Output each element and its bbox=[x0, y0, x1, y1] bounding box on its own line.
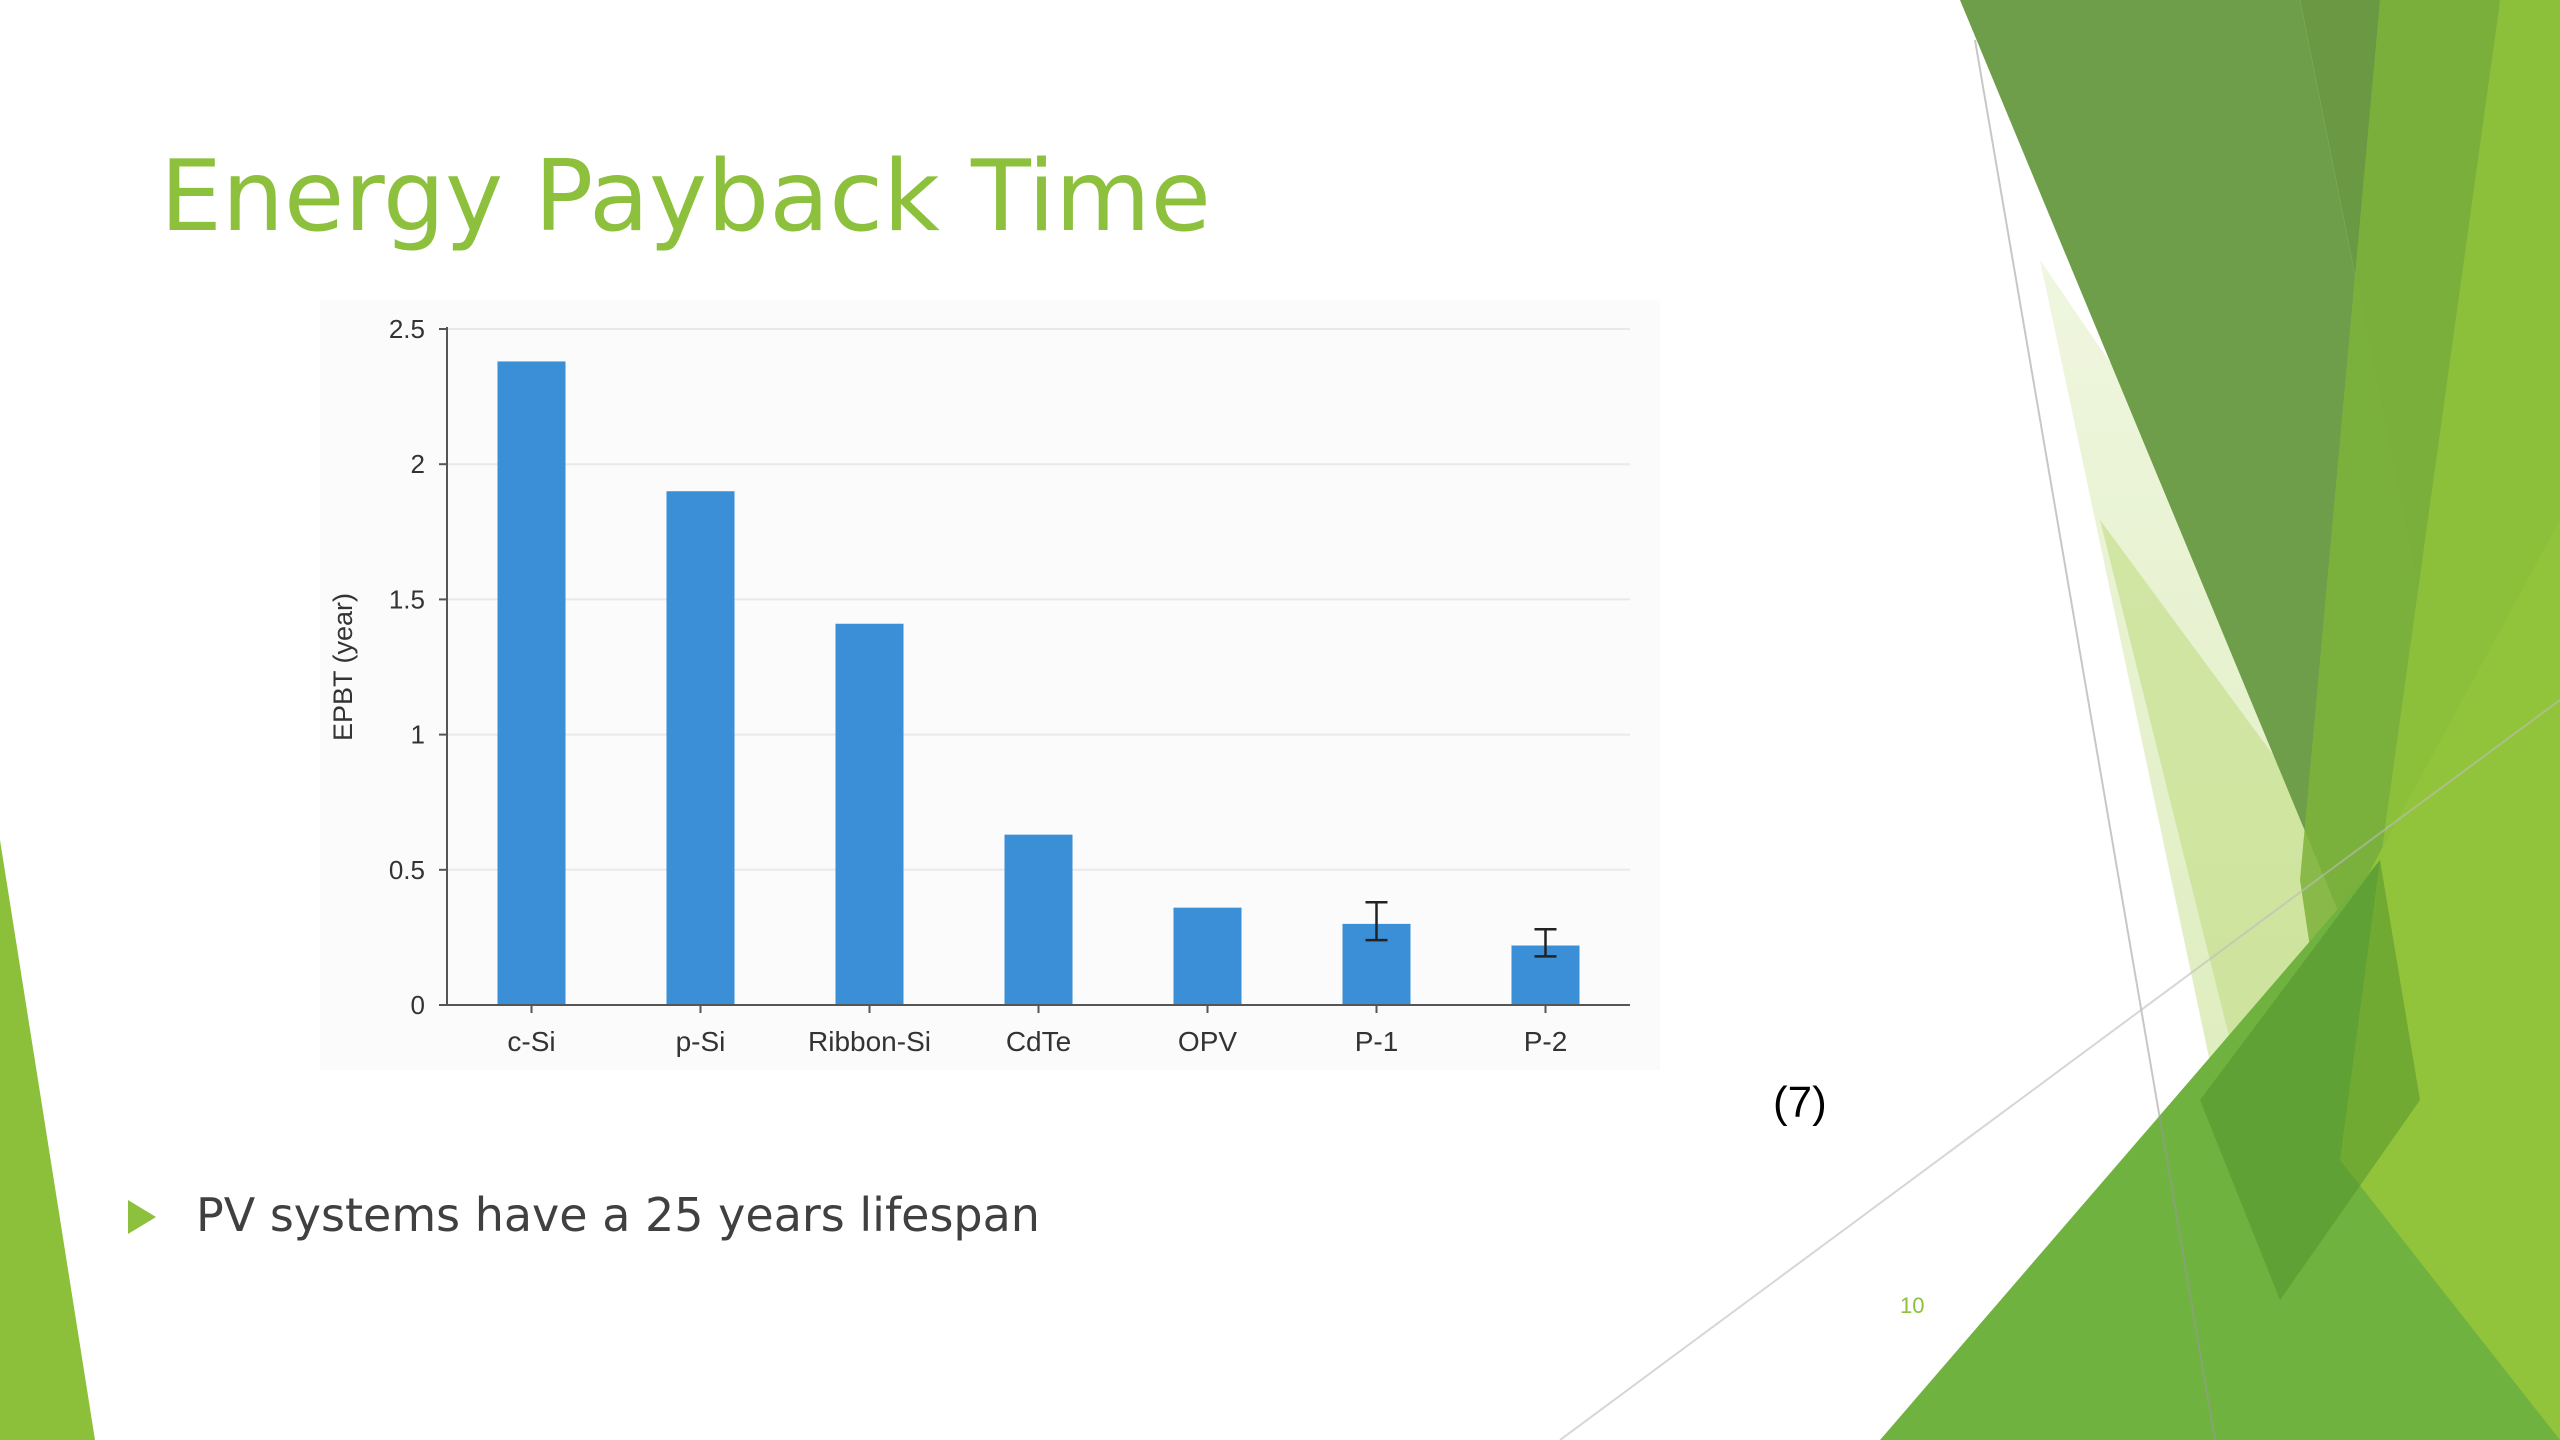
y-tick-label: 0 bbox=[411, 990, 425, 1020]
x-tick-label: P-2 bbox=[1524, 1026, 1568, 1057]
axes bbox=[439, 327, 1630, 1013]
triangle-bullet-icon bbox=[128, 1200, 156, 1234]
citation-reference: (7) bbox=[1773, 1078, 1827, 1127]
x-tick-label: Ribbon-Si bbox=[808, 1026, 931, 1057]
deco-facet-mid bbox=[2300, 0, 2500, 1150]
y-tick-label: 1.5 bbox=[389, 584, 425, 614]
x-tick-label: P-1 bbox=[1355, 1026, 1399, 1057]
tick-labels: 0 0.5 1 1.5 2 2.5 c-Si p-Si Ribbon-Si CdTe OPV P-1 P… bbox=[389, 314, 1567, 1057]
y-tick-label: 2 bbox=[411, 449, 425, 479]
x-tick-label: CdTe bbox=[1006, 1026, 1071, 1057]
x-tick-label: p-Si bbox=[676, 1026, 726, 1057]
deco-facet-dark bbox=[1960, 0, 2420, 1060]
bar-cdte bbox=[1004, 834, 1073, 1005]
deco-line-2 bbox=[1559, 699, 2560, 1440]
bar-ribbon-si bbox=[835, 623, 904, 1005]
bar-p-si bbox=[666, 491, 735, 1005]
x-tick-label: OPV bbox=[1178, 1026, 1237, 1057]
deco-line-1 bbox=[1974, 39, 2216, 1440]
y-tick-label: 1 bbox=[411, 720, 425, 750]
deco-facet-bottom-dark bbox=[2200, 860, 2420, 1300]
bar-c-si bbox=[497, 361, 566, 1005]
x-tick-label: c-Si bbox=[507, 1026, 555, 1057]
bar-opv bbox=[1173, 907, 1242, 1005]
deco-facet-left bbox=[0, 840, 95, 1440]
slide-number: 10 bbox=[1900, 1293, 1925, 1318]
epbt-bar-chart: 0 0.5 1 1.5 2 2.5 c-Si p-Si Ribbon-Si CdTe OPV P-1 P… bbox=[320, 300, 1660, 1070]
bullet-text: PV systems have a 25 years lifespan bbox=[196, 1188, 1040, 1242]
bars bbox=[497, 361, 1580, 1005]
slide-title: Energy Payback Time bbox=[160, 140, 1211, 254]
y-tick-label: 2.5 bbox=[389, 314, 425, 344]
y-axis-label: EPBT (year) bbox=[328, 593, 358, 741]
error-bars bbox=[1365, 900, 1557, 958]
y-tick-label: 0.5 bbox=[389, 855, 425, 885]
